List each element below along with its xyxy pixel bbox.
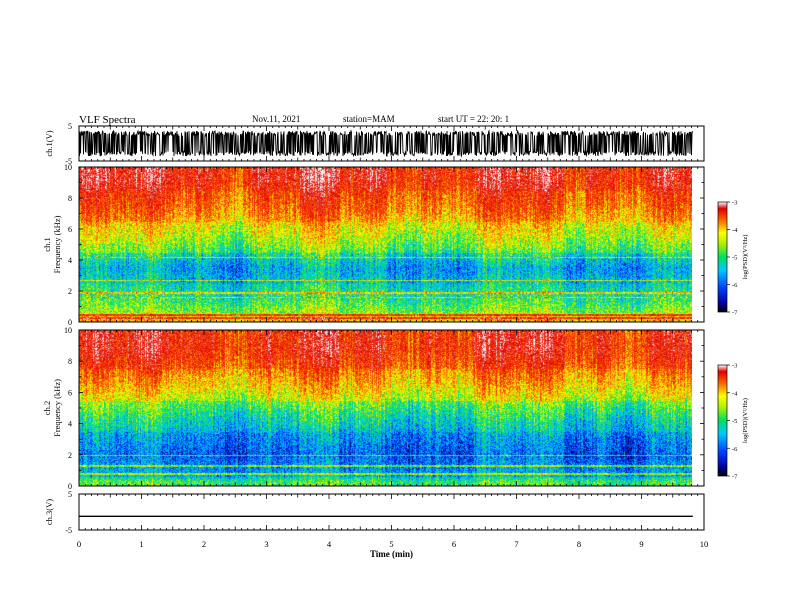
y-axis-label-line: Frequency (kHz) [52,215,62,273]
y-tick-label: 8 [68,357,72,366]
y-axis-label: ch.1Frequency (kHz) [42,215,62,273]
colorbar-tick-label: -6 [732,282,738,289]
colorbar-ch1 [717,201,728,313]
colorbar-tick-label: -3 [732,363,737,370]
y-axis-label-line: ch.3(V) [44,499,54,525]
figure-title: VLF Spectra [79,114,136,126]
y-axis-label-line: Frequency (kHz) [52,379,62,437]
y-axis-label-line: ch.2 [42,401,52,415]
x-tick-label: 9 [639,539,643,549]
y-tick-label: 10 [64,163,72,172]
y-tick-label: 4 [68,256,72,265]
y-tick-label: 5 [68,122,72,131]
panel-frame [78,493,705,531]
waveform-traces [78,129,693,517]
colorbar-tick-label: -5 [732,418,737,425]
colorbar-tick-label: -4 [732,227,738,234]
x-tick-label: 6 [452,539,456,549]
x-tick-label: 7 [514,539,518,549]
colorbar-tick-label: -7 [732,474,738,481]
y-tick-label: 4 [68,420,72,429]
colorbar-tick-label: -3 [732,200,737,207]
x-tick-label: 8 [577,539,581,549]
y-axis-label: ch.1(V) [44,130,54,156]
x-axis-label: Time (min) [370,549,413,559]
x-tick-label: 5 [389,539,393,549]
colorbar-ch2 [717,364,728,477]
y-tick-label: -5 [65,526,72,535]
y-tick-label: 2 [68,451,72,460]
colorbar-label: log(PSD)(V²/Hz) [742,398,749,443]
y-tick-label: 8 [68,194,72,203]
x-tick-label: 1 [139,539,143,549]
waveform-ch1-trace [78,129,693,158]
colorbar-tick-label: -4 [732,390,738,397]
y-axis-label: ch.3(V) [44,499,54,525]
spectrogram-images [79,167,692,486]
y-tick-label: 2 [68,287,72,296]
y-tick-label: 0 [68,482,72,491]
station-label: station=MAM [343,114,395,124]
x-tick-label: 0 [77,539,81,549]
x-tick-label: 2 [202,539,206,549]
y-axis-label-line: ch.1 [42,237,52,251]
y-axis-label-line: ch.1(V) [44,130,54,156]
spectrogram-ch2 [79,330,692,486]
x-tick-label: 10 [700,539,709,549]
spectrogram-ch1 [79,167,692,322]
y-tick-label: 5 [68,490,72,499]
y-tick-label: 6 [68,225,72,234]
y-tick-label: -5 [65,157,72,166]
colorbar-tick-label: -7 [732,310,738,317]
start-time-label: start UT = 22: 20: 1 [438,114,510,124]
y-axis-label: ch.2Frequency (kHz) [42,379,62,437]
colorbar-tick-label: -5 [732,255,737,262]
colorbar-label: log(PSD)(V²/Hz) [742,235,749,280]
y-tick-label: 10 [64,326,72,335]
x-tick-label: 4 [327,539,332,549]
x-tick-label: 3 [264,539,268,549]
colorbar-tick-label: -6 [732,446,738,453]
date-label: Nov.11, 2021 [252,114,301,124]
y-tick-label: 0 [68,318,72,327]
y-tick-label: 6 [68,388,72,397]
